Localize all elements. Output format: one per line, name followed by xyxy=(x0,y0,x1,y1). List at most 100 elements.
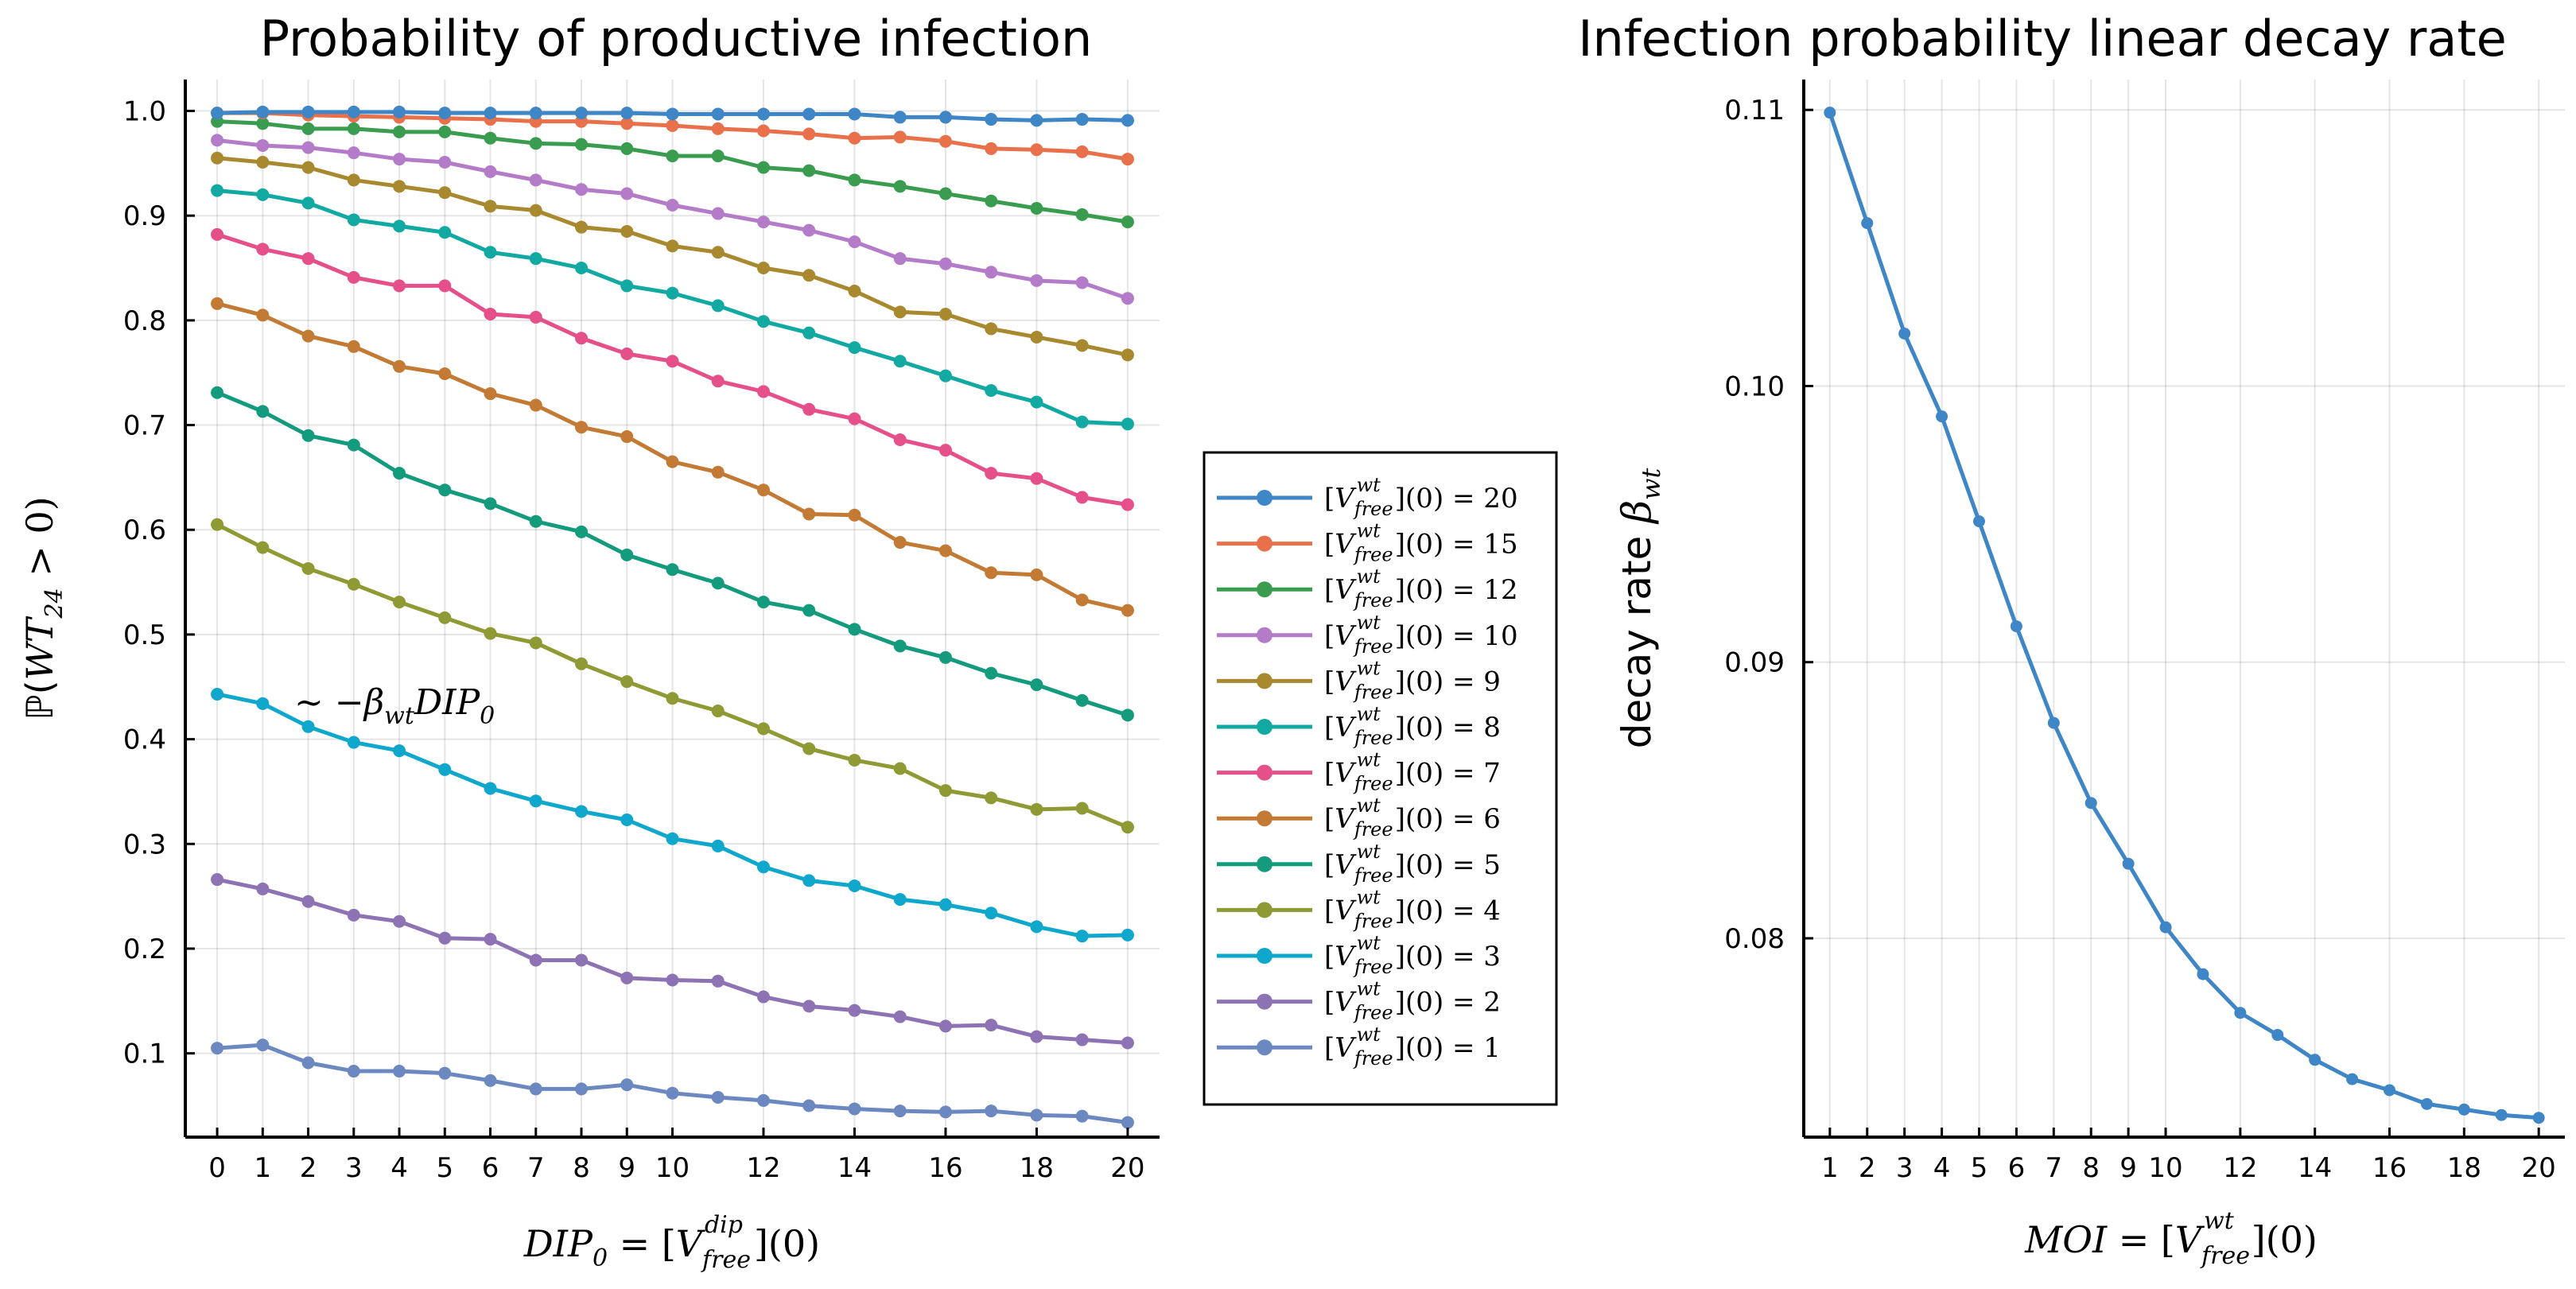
data-point xyxy=(985,384,998,398)
data-point xyxy=(393,279,406,293)
data-point xyxy=(575,657,589,670)
legend-item: [Vfreewt](0) = 10 xyxy=(1217,611,1518,658)
data-point xyxy=(1075,930,1089,943)
data-point xyxy=(1030,568,1043,581)
data-point xyxy=(1121,215,1134,229)
data-point xyxy=(1824,107,1836,119)
data-point xyxy=(2346,1073,2359,1085)
data-point xyxy=(666,149,679,163)
series-l-8 xyxy=(211,386,1134,722)
l-x-tick-label: 8 xyxy=(573,1152,590,1184)
data-point xyxy=(938,1105,952,1119)
data-point xyxy=(347,908,360,922)
data-point xyxy=(1121,417,1134,431)
legend-label: [Vfreewt](0) = 15 xyxy=(1324,520,1518,566)
l-y-tick-label: 1.0 xyxy=(123,96,166,128)
data-point xyxy=(666,118,679,132)
r-x-tick-label: 6 xyxy=(2008,1152,2026,1184)
data-point xyxy=(802,874,816,887)
r-x-tick-label: 4 xyxy=(1933,1152,1951,1184)
data-point xyxy=(756,385,770,398)
data-point xyxy=(711,705,725,718)
series-l-0 xyxy=(211,105,1134,127)
left-y-ticks: 0.1 0.2 0.3 0.4 0.5 0.6 0.7 0.8 0.9 1.0 xyxy=(123,96,195,1070)
data-point xyxy=(347,340,360,353)
legend-item: [Vfreewt](0) = 1 xyxy=(1217,1023,1501,1070)
data-point xyxy=(256,105,270,118)
legend-item: [Vfreewt](0) = 3 xyxy=(1217,932,1501,978)
data-point xyxy=(1075,802,1089,815)
data-point xyxy=(1075,208,1089,221)
l-y-tick-label: 0.1 xyxy=(123,1039,166,1070)
data-point xyxy=(529,252,542,266)
data-point xyxy=(438,611,452,624)
legend-item: [Vfreewt](0) = 7 xyxy=(1217,749,1501,795)
series-l-12 xyxy=(211,1039,1134,1129)
data-point xyxy=(256,117,270,130)
legend-swatch-marker xyxy=(1257,856,1272,872)
data-point xyxy=(347,270,360,284)
data-point xyxy=(393,744,406,758)
data-point xyxy=(802,507,816,521)
legend-item: [Vfreewt](0) = 20 xyxy=(1217,474,1518,520)
data-point xyxy=(848,341,861,355)
data-point xyxy=(529,953,542,967)
l-x-tick-label: 9 xyxy=(618,1152,635,1184)
data-point xyxy=(848,508,861,522)
data-point xyxy=(938,111,952,124)
r-x-tick-label: 12 xyxy=(2223,1152,2257,1184)
data-point xyxy=(756,483,770,497)
legend-swatch-marker xyxy=(1257,627,1272,643)
r-x-tick-label: 5 xyxy=(1971,1152,1988,1184)
legend-swatch-marker xyxy=(1257,581,1272,598)
data-point xyxy=(347,736,360,749)
data-point xyxy=(938,307,952,320)
data-point xyxy=(484,1074,497,1087)
data-point xyxy=(711,1090,725,1104)
data-point xyxy=(1030,920,1043,934)
data-point xyxy=(893,762,907,775)
data-point xyxy=(666,1086,679,1100)
data-point xyxy=(848,107,861,121)
data-point xyxy=(301,1056,315,1070)
data-point xyxy=(938,187,952,200)
data-point xyxy=(256,882,270,895)
data-point xyxy=(666,355,679,368)
data-point xyxy=(1861,217,1874,230)
data-point xyxy=(893,305,907,319)
data-point xyxy=(1030,802,1043,816)
data-point xyxy=(347,173,360,187)
data-point xyxy=(1898,327,1911,340)
data-point xyxy=(802,326,816,340)
data-point xyxy=(575,220,589,234)
data-point xyxy=(620,675,634,689)
data-point xyxy=(2085,797,2097,810)
legend-swatch-marker xyxy=(1257,1039,1272,1056)
r-x-tick-label: 8 xyxy=(2082,1152,2100,1184)
l-x-tick-label: 14 xyxy=(837,1152,872,1184)
data-point xyxy=(985,194,998,208)
data-point xyxy=(893,355,907,368)
data-point xyxy=(756,315,770,328)
data-point xyxy=(1030,114,1043,127)
data-point xyxy=(1030,274,1043,287)
r-x-tick-label: 10 xyxy=(2148,1152,2182,1184)
series-l-7 xyxy=(211,297,1134,617)
l-y-tick-label: 0.7 xyxy=(123,410,166,442)
data-point xyxy=(484,200,497,213)
legend-swatch-marker xyxy=(1257,535,1272,552)
data-point xyxy=(756,722,770,736)
data-point xyxy=(211,184,224,197)
r-x-tick-label: 20 xyxy=(2522,1152,2556,1184)
data-point xyxy=(256,1039,270,1052)
data-point xyxy=(438,931,452,945)
legend-label: [Vfreewt](0) = 10 xyxy=(1324,611,1518,658)
data-point xyxy=(938,1019,952,1033)
r-y-tick-label: 0.10 xyxy=(1724,371,1785,402)
data-point xyxy=(256,156,270,169)
right-panel: Infection probability linear decay rate … xyxy=(1578,10,2565,1270)
data-point xyxy=(1121,709,1134,722)
data-point xyxy=(484,782,497,795)
legend-swatch-marker xyxy=(1257,490,1272,506)
